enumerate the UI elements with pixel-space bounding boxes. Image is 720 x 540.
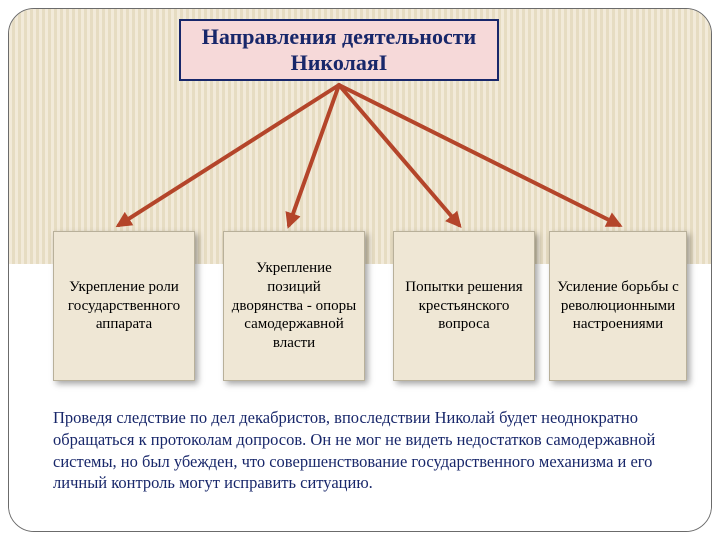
child-text-4: Усиление борьбы с революционными настрое…	[556, 278, 680, 334]
child-box-4: Усиление борьбы с революционными настрое…	[549, 231, 687, 381]
child-box-2: Укрепление позиций дворянства - опоры са…	[223, 231, 365, 381]
diagram-frame: Направления деятельности НиколаяI Укрепл…	[8, 8, 712, 532]
child-text-3: Попытки решения крестьянского вопроса	[400, 278, 528, 334]
child-text-2: Укрепление позиций дворянства - опоры са…	[230, 259, 358, 353]
title-box: Направления деятельности НиколаяI	[179, 19, 499, 81]
child-box-1: Укрепление роли государственного аппарат…	[53, 231, 195, 381]
title-text: Направления деятельности НиколаяI	[189, 24, 489, 77]
footer-paragraph: Проведя следствие по дел декабристов, вп…	[53, 407, 665, 494]
child-box-3: Попытки решения крестьянского вопроса	[393, 231, 535, 381]
child-text-1: Укрепление роли государственного аппарат…	[60, 278, 188, 334]
